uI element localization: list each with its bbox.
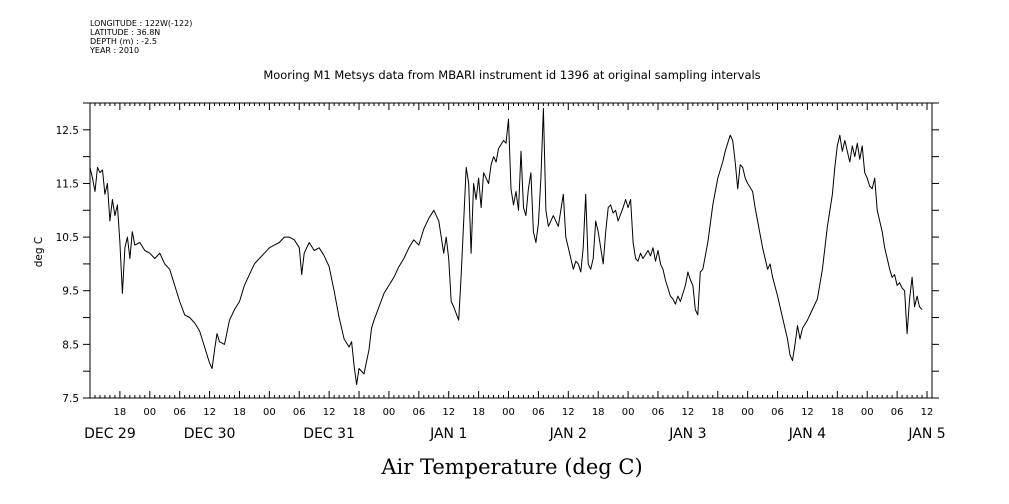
x-date-label: JAN 5 <box>907 426 945 442</box>
axis-ticks <box>83 102 939 399</box>
latitude-label: LATITUDE : 36.8N <box>90 28 161 37</box>
axis-labels: 7.5 8.5 9.5 10.5 11.5 12.5 18 00 06 12 18 00 06 12 18 0… <box>56 125 946 442</box>
x-hour-label: 06 <box>532 407 545 418</box>
x-hour-label: 18 <box>114 407 127 418</box>
x-date-label: JAN 2 <box>549 426 587 442</box>
x-date-label: JAN 3 <box>668 426 706 442</box>
year-label: YEAR : 2010 <box>90 46 140 55</box>
x-date-label: JAN 4 <box>788 426 826 442</box>
y-tick-label: 7.5 <box>62 393 79 405</box>
series-line <box>89 107 923 386</box>
x-hour-label: 00 <box>861 407 874 418</box>
x-hour-label: 18 <box>472 407 485 418</box>
x-hour-label: 00 <box>383 407 396 418</box>
chart-title: Mooring M1 Metsys data from MBARI instru… <box>263 68 761 82</box>
x-hour-label: 06 <box>412 407 425 418</box>
x-hour-label: 18 <box>592 407 605 418</box>
x-hour-label: 12 <box>682 407 695 418</box>
x-hour-label: 00 <box>143 407 156 418</box>
x-hour-label: 00 <box>502 407 515 418</box>
plot-frame <box>89 102 933 399</box>
x-hour-label: 00 <box>263 407 276 418</box>
x-hour-label: 12 <box>442 407 455 418</box>
x-hour-label: 18 <box>233 407 246 418</box>
x-hour-label: 18 <box>353 407 366 418</box>
x-hour-label: 12 <box>921 407 934 418</box>
x-hour-label: 06 <box>771 407 784 418</box>
y-tick-label: 11.5 <box>56 178 79 190</box>
metadata-block: LONGITUDE : 122W(-122) LATITUDE : 36.8N … <box>90 19 192 55</box>
y-axis-label: deg C <box>33 237 45 267</box>
y-tick-label: 8.5 <box>62 339 79 351</box>
x-hour-label: 06 <box>652 407 665 418</box>
x-hour-label: 12 <box>562 407 575 418</box>
x-hour-label: 12 <box>203 407 216 418</box>
series-layer <box>89 107 923 386</box>
x-hour-label: 00 <box>622 407 635 418</box>
x-hour-label: 18 <box>831 407 844 418</box>
x-axis-label: Air Temperature (deg C) <box>381 455 643 479</box>
longitude-label: LONGITUDE : 122W(-122) <box>90 19 193 28</box>
x-date-label: DEC 30 <box>184 426 236 442</box>
y-tick-label: 12.5 <box>56 125 79 137</box>
x-hour-label: 12 <box>323 407 336 418</box>
x-hour-label: 12 <box>801 407 814 418</box>
y-tick-label: 9.5 <box>62 286 79 298</box>
x-hour-label: 06 <box>293 407 306 418</box>
x-hour-label: 18 <box>711 407 724 418</box>
x-date-label: DEC 29 <box>84 426 136 442</box>
x-hour-label: 00 <box>741 407 754 418</box>
x-hour-label: 06 <box>173 407 186 418</box>
x-date-label: JAN 1 <box>429 426 467 442</box>
y-tick-label: 10.5 <box>56 232 79 244</box>
x-hour-label: 06 <box>891 407 904 418</box>
x-date-label: DEC 31 <box>303 426 355 442</box>
depth-label: DEPTH (m) : -2.5 <box>90 37 157 46</box>
